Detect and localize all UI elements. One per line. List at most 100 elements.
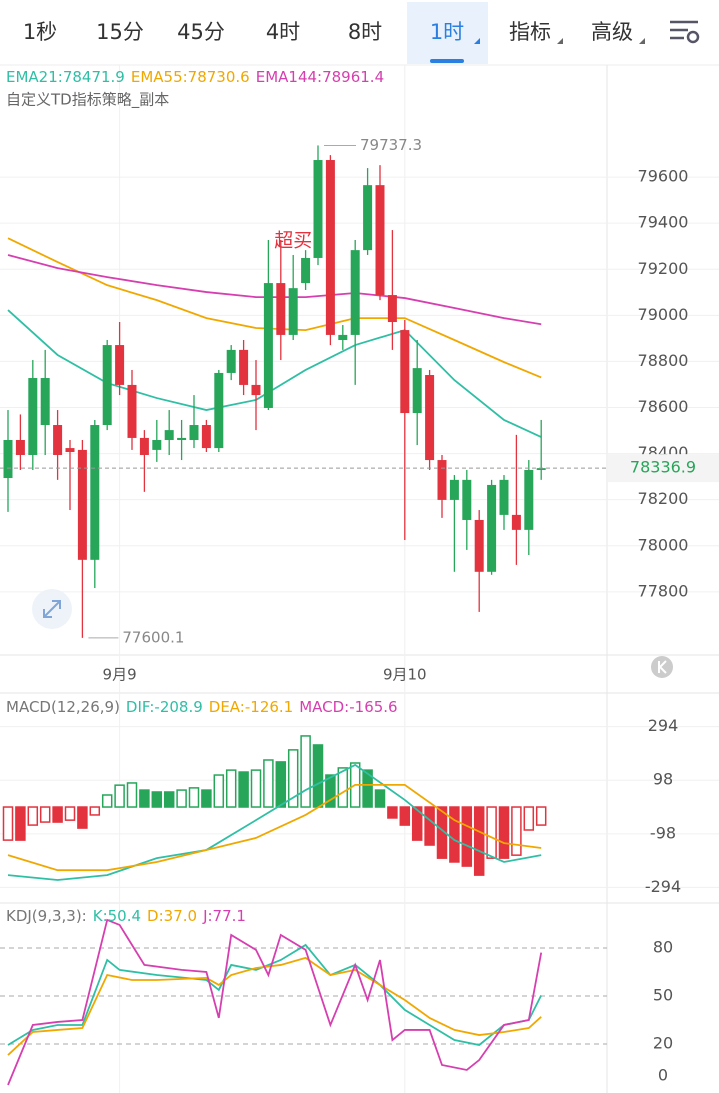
indicator-line: [7, 763, 542, 881]
legend-item: EMA21:78471.9: [6, 68, 125, 86]
macd-bar: [64, 806, 76, 821]
tab[interactable]: 指标: [509, 20, 551, 44]
legend-item: J:77.1: [202, 907, 246, 925]
macd-bar: [163, 791, 175, 808]
macd-bar: [213, 774, 225, 808]
collapse-icon[interactable]: [651, 656, 673, 678]
candle-body: [350, 250, 360, 335]
macd-bar: [89, 806, 101, 816]
candle-body: [338, 334, 348, 340]
candle-body: [400, 330, 410, 414]
max-label: 79737.3: [360, 136, 422, 154]
legend-item: DEA:-126.1: [209, 698, 293, 716]
macd-bar: [2, 806, 14, 841]
macd-bar: [424, 806, 435, 846]
candle-body: [152, 440, 162, 450]
min-label: 77600.1: [122, 628, 184, 646]
macd-bar: [27, 806, 39, 826]
candle-body: [536, 468, 546, 470]
macd-bar: [374, 789, 386, 808]
settings-icon[interactable]: [670, 20, 700, 44]
y-tick-label: 20: [653, 1034, 673, 1053]
y-tick-label: 294: [648, 716, 679, 735]
legend: KDJ(9,3,3): K:50.4 D:37.0 J:77.1: [6, 907, 246, 925]
candle-body: [524, 469, 534, 530]
macd-bar: [101, 794, 113, 808]
legend-item: MACD:-165.6: [299, 698, 397, 716]
tab[interactable]: 15分: [96, 20, 144, 44]
candle-body: [115, 345, 125, 385]
tab-selected-bg: [407, 2, 488, 64]
macd-bar: [498, 806, 510, 859]
legend-title: KDJ(9,3,3):: [6, 907, 87, 925]
macd-bar: [535, 806, 547, 826]
y-tick-label: 80: [653, 937, 673, 956]
x-tick-label: 9月10: [383, 666, 427, 684]
candle-body: [28, 378, 38, 455]
candle-body: [511, 514, 521, 530]
macd-bar: [77, 806, 88, 829]
candle-body: [15, 440, 25, 455]
candle-body: [449, 479, 459, 500]
icon-glyph: [658, 660, 667, 674]
candle-body: [77, 449, 87, 560]
macd-bar: [225, 769, 237, 808]
tab[interactable]: 高级: [591, 20, 633, 44]
macd-bar: [411, 806, 423, 841]
legend: MACD(12,26,9) DIF:-208.9 DEA:-126.1 MACD:-1…: [6, 698, 398, 716]
legend-item: EMA144:78961.4: [256, 68, 384, 86]
candle-body: [102, 345, 112, 426]
y-tick-label: 0: [658, 1066, 668, 1085]
annotation: 超买: [274, 229, 312, 251]
macd-bar: [250, 769, 262, 808]
macd-bar: [486, 806, 497, 859]
candle-body: [127, 384, 137, 438]
candle-body: [301, 257, 311, 284]
legend: EMA21:78471.9 EMA55:78730.6 EMA144:78961.4: [6, 68, 384, 86]
macd-bar: [362, 769, 373, 808]
candle-body: [499, 479, 509, 515]
indicator-line: [7, 943, 543, 1046]
candle-body: [65, 448, 75, 452]
macd-bar: [176, 789, 187, 808]
y-tick-label: 78600: [638, 397, 689, 416]
y-tick-label: 79400: [638, 213, 689, 232]
candle-body: [164, 430, 174, 441]
dropdown-mark: [639, 38, 645, 44]
legend-title: MACD(12,26,9): [6, 698, 120, 716]
macd-bar: [387, 806, 398, 819]
tab[interactable]: 8时: [348, 20, 382, 44]
candle-body: [288, 288, 298, 335]
icon-glyph: [43, 600, 61, 618]
y-tick-label: 50: [653, 985, 673, 1004]
y-tick-label: 78200: [638, 489, 689, 508]
candle-body: [276, 283, 286, 335]
indicator-line: [7, 956, 542, 1056]
candle-body: [437, 460, 447, 500]
macd-bar: [312, 744, 324, 808]
tab[interactable]: 1秒: [23, 20, 57, 44]
expand-icon[interactable]: [32, 589, 72, 629]
y-tick-label: -294: [645, 877, 681, 896]
candle-body: [412, 368, 422, 414]
candle-body: [40, 378, 50, 426]
candle-body: [3, 440, 13, 479]
candle-body: [139, 437, 149, 455]
macd-bar: [337, 767, 349, 808]
subtitle: 自定义TD指标策略_副本: [6, 91, 169, 110]
tab[interactable]: 45分: [177, 20, 225, 44]
candle-body: [214, 372, 224, 449]
macd-bar: [114, 784, 125, 808]
candle-body: [375, 185, 385, 296]
legend-item: DIF:-208.9: [126, 698, 203, 716]
tab[interactable]: 4时: [266, 20, 300, 44]
macd-bar: [287, 749, 299, 808]
candle-body: [177, 437, 187, 441]
macd-bar: [263, 759, 274, 808]
y-tick-label: 78000: [638, 535, 689, 554]
tab[interactable]: 1时: [430, 20, 464, 44]
x-tick-label: 9月9: [103, 666, 137, 684]
legend-item: EMA55:78730.6: [131, 68, 250, 86]
macd-bar: [461, 806, 473, 867]
